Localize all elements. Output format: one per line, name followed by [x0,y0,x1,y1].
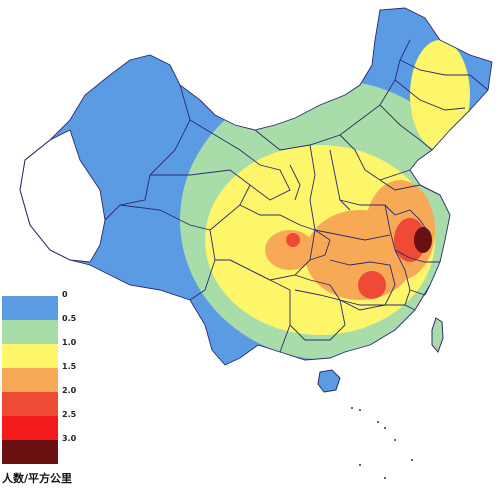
legend-swatch [2,296,58,320]
legend-row: 0.5 [2,314,92,344]
boundary-guizhou [294,274,341,301]
legend-tick-label: 0.5 [62,314,77,323]
boundary-shanxi [329,149,351,211]
legend-row: 2.5 [2,410,92,440]
legend-swatch [2,440,58,464]
boundary-hunan [329,259,396,306]
boundary-guangdong [339,299,416,311]
legend-tick-label: 3.0 [62,434,77,443]
density-band-very-high-hunan [358,271,386,299]
legend-swatch [2,392,58,416]
boundary-jiangsu [394,209,431,236]
boundary-anhui [384,204,411,259]
south-china-sea-islands [351,407,413,479]
legend-row: 1.0 [2,338,92,368]
boundary-henan [339,199,396,216]
boundary-shaanxi [309,144,331,241]
boundary-hubei [314,229,391,241]
density-band-very-high-jiangsu [394,218,426,262]
island-taiwan [431,317,444,353]
boundary-zhejiang [409,257,440,263]
island-hainan [317,369,341,393]
islet [359,464,361,466]
boundary-qinghai [150,169,251,231]
legend-tick-label: 2.5 [62,410,77,419]
legend-row: 2.0 [2,386,92,416]
islet [384,477,386,479]
legend-swatch [2,320,58,344]
density-band-northeast [410,40,470,150]
boundary-hebei [339,134,411,181]
legend-tick-label: 0 [62,290,68,299]
legend-tick-label: 2.0 [62,386,77,395]
boundary-jilin [394,79,466,111]
boundary-shandong [379,179,441,196]
boundary-heilongjiang [399,59,489,91]
legend-swatch [2,344,58,368]
province-boundaries [19,7,493,366]
boundary-ningxia [289,164,301,201]
boundary-chongqing [309,239,331,261]
boundary-yunnan [229,259,291,353]
density-legend: 0 0.5 1.0 1.5 2.0 2.5 3.0 [2,290,92,464]
density-band-max-shanghai [414,227,432,253]
boundary-inner-mongolia [254,39,411,151]
legend-row: 3.0 [2,434,92,464]
islet [384,427,386,429]
legend-unit-label: 人数/平方公里 [2,472,73,485]
legend-swatch [2,416,58,440]
boundary-guangxi [289,289,346,341]
china-border [19,7,493,366]
boundary-jiangxi [394,249,411,306]
islet [359,409,361,411]
islet [394,439,396,441]
islet [351,407,353,409]
boundary-fujian [409,284,431,296]
islet [411,459,413,461]
legend-row: 0 [2,290,92,320]
legend-tick-label: 1.0 [62,338,77,347]
islet [377,421,379,423]
legend-tick-label: 1.5 [62,362,77,371]
legend-swatch [2,368,58,392]
boundary-gansu [189,119,291,201]
density-band-high-sichuan [265,230,315,270]
density-band-very-high-chengdu [286,233,300,247]
boundary-liaoning [379,104,433,151]
legend-row: 1.5 [2,362,92,392]
